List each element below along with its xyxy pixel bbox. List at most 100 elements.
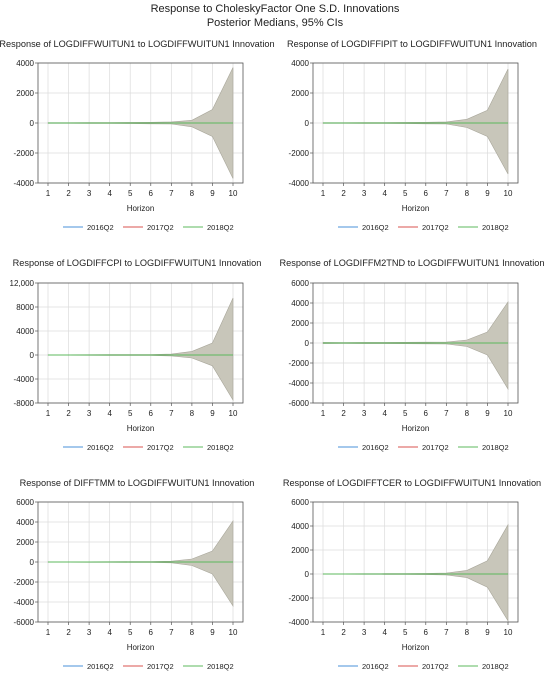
- y-tick-label: 4000: [16, 327, 34, 336]
- panel-1: Response of LOGDIFFWUITUN1 to LOGDIFFWUI…: [0, 39, 275, 232]
- x-tick-label: 9: [210, 189, 215, 198]
- plot-frame: [37, 282, 244, 404]
- x-axis-label: Horizon: [127, 204, 155, 213]
- x-tick-label: 1: [46, 409, 51, 418]
- legend-label: 2017Q2: [147, 443, 174, 452]
- y-tick-label: 4000: [291, 299, 309, 308]
- x-tick-label: 1: [321, 189, 326, 198]
- y-tick-label: 0: [305, 570, 310, 579]
- x-tick-label: 6: [149, 189, 154, 198]
- y-tick-label: 4000: [291, 59, 309, 68]
- panel-4: Response of LOGDIFFM2TND to LOGDIFFWUITU…: [280, 258, 545, 452]
- plot-frame: [312, 501, 519, 623]
- x-tick-label: 4: [107, 189, 112, 198]
- x-tick-label: 10: [504, 628, 513, 637]
- y-tick-label: 2000: [291, 89, 309, 98]
- x-axis-label: Horizon: [402, 643, 430, 652]
- x-tick-label: 2: [341, 189, 346, 198]
- legend-label: 2016Q2: [87, 443, 114, 452]
- panel-title: Response of LOGDIFFWUITUN1 to LOGDIFFWUI…: [0, 39, 275, 49]
- x-tick-label: 6: [149, 409, 154, 418]
- y-tick-label: 12,000: [10, 279, 35, 288]
- x-tick-label: 2: [66, 409, 71, 418]
- x-tick-label: 5: [403, 189, 408, 198]
- legend-label: 2017Q2: [422, 443, 449, 452]
- x-tick-label: 9: [210, 628, 215, 637]
- x-tick-label: 6: [149, 628, 154, 637]
- y-tick-label: -6000: [289, 399, 310, 408]
- x-tick-label: 2: [341, 628, 346, 637]
- plot-area: [313, 502, 518, 622]
- legend-label: 2018Q2: [207, 443, 234, 452]
- x-tick-label: 10: [504, 409, 513, 418]
- legend-label: 2016Q2: [87, 662, 114, 671]
- panel-6: Response of LOGDIFFTCER to LOGDIFFWUITUN…: [283, 478, 541, 671]
- x-axis-label: Horizon: [402, 424, 430, 433]
- y-tick-label: 0: [30, 119, 35, 128]
- x-tick-label: 9: [485, 189, 490, 198]
- x-tick-label: 3: [362, 409, 367, 418]
- x-tick-label: 6: [424, 409, 429, 418]
- x-tick-label: 8: [465, 628, 470, 637]
- y-tick-label: -2000: [14, 578, 35, 587]
- y-tick-label: 6000: [16, 498, 34, 507]
- y-tick-label: -2000: [14, 149, 35, 158]
- legend-label: 2016Q2: [362, 223, 389, 232]
- y-tick-label: 2000: [16, 538, 34, 547]
- x-axis-label: Horizon: [127, 643, 155, 652]
- x-tick-label: 3: [362, 189, 367, 198]
- legend-label: 2017Q2: [422, 662, 449, 671]
- x-tick-label: 7: [444, 628, 449, 637]
- x-tick-label: 3: [362, 628, 367, 637]
- y-tick-label: 0: [305, 339, 310, 348]
- x-tick-label: 8: [190, 409, 195, 418]
- x-tick-label: 7: [444, 409, 449, 418]
- x-tick-label: 9: [485, 409, 490, 418]
- x-tick-label: 3: [87, 409, 92, 418]
- x-tick-label: 5: [128, 628, 133, 637]
- x-tick-label: 1: [46, 628, 51, 637]
- y-tick-label: 2000: [291, 546, 309, 555]
- y-tick-label: 6000: [291, 279, 309, 288]
- x-tick-label: 5: [403, 409, 408, 418]
- legend-label: 2016Q2: [362, 662, 389, 671]
- x-tick-label: 1: [321, 409, 326, 418]
- confidence-band: [322, 301, 509, 391]
- x-tick-label: 1: [321, 628, 326, 637]
- plot-frame: [37, 501, 244, 623]
- legend-label: 2016Q2: [362, 443, 389, 452]
- x-tick-label: 5: [403, 628, 408, 637]
- legend-label: 2017Q2: [422, 223, 449, 232]
- figure-title-line1: Response to CholeskyFactor One S.D. Inno…: [150, 3, 400, 15]
- x-tick-label: 7: [444, 189, 449, 198]
- x-tick-label: 1: [46, 189, 51, 198]
- legend-label: 2016Q2: [87, 223, 114, 232]
- x-tick-label: 7: [169, 409, 174, 418]
- x-tick-label: 9: [485, 628, 490, 637]
- x-tick-label: 7: [169, 189, 174, 198]
- y-tick-label: -4000: [14, 179, 35, 188]
- x-tick-label: 6: [424, 189, 429, 198]
- y-tick-label: 0: [30, 558, 35, 567]
- y-tick-label: 6000: [291, 498, 309, 507]
- legend-label: 2017Q2: [147, 223, 174, 232]
- y-tick-label: -2000: [289, 594, 310, 603]
- panel-3: Response of LOGDIFFCPI to LOGDIFFWUITUN1…: [10, 258, 262, 452]
- x-tick-label: 5: [128, 409, 133, 418]
- panel-title: Response of LOGDIFFIPIT to LOGDIFFWUITUN…: [287, 39, 537, 49]
- y-tick-label: 4000: [16, 518, 34, 527]
- y-tick-label: -8000: [14, 399, 35, 408]
- y-tick-label: -4000: [289, 618, 310, 627]
- x-axis-label: Horizon: [402, 204, 430, 213]
- x-tick-label: 5: [128, 189, 133, 198]
- panel-title: Response of LOGDIFFTCER to LOGDIFFWUITUN…: [283, 478, 541, 488]
- legend-label: 2018Q2: [482, 443, 509, 452]
- legend-label: 2018Q2: [482, 223, 509, 232]
- y-tick-label: 4000: [16, 59, 34, 68]
- plot-area: [38, 283, 243, 403]
- panel-5: Response of DIFFTMM to LOGDIFFWUITUN1 In…: [14, 478, 255, 671]
- x-tick-label: 3: [87, 628, 92, 637]
- x-tick-label: 4: [107, 628, 112, 637]
- x-axis-label: Horizon: [127, 424, 155, 433]
